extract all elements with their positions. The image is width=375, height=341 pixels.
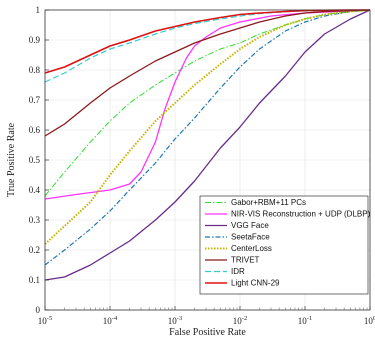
y-tick-label: 1	[36, 5, 41, 15]
legend-label: IDR	[231, 267, 245, 276]
x-tick-label: 100	[364, 315, 375, 326]
legend-label: Gabor+RBM+11 PCs	[231, 198, 306, 207]
series-line-5	[44, 9, 371, 245]
series-lines	[44, 9, 371, 281]
legend-label: CenterLoss	[231, 244, 272, 253]
y-tick-label: 0.6	[29, 125, 41, 135]
y-tick-label: 0.8	[29, 65, 41, 75]
x-tick-label: 10-5	[38, 315, 52, 326]
series-line-8	[44, 9, 370, 74]
y-tick-label: 0.9	[29, 35, 41, 45]
series-line-3	[44, 9, 371, 281]
y-tick-label: 0.5	[29, 155, 41, 165]
x-axis-label: False Positive Rate	[169, 327, 246, 338]
y-tick-label: 0.4	[29, 185, 41, 195]
y-tick-label: 0.2	[29, 245, 40, 255]
x-tick-label: 10-4	[103, 315, 118, 326]
y-tick-label: 0.1	[29, 275, 40, 285]
y-tick-label: 0.3	[29, 215, 41, 225]
series-line-6	[44, 9, 371, 137]
axis-ticks: 10-5 10-4 10-3 10-2 10-1 100 0 0.1 0.2 0.3 0.4 0.5 0…	[29, 5, 375, 326]
x-tick-label: 10-3	[168, 315, 182, 326]
series-line-1	[44, 9, 371, 197]
legend-box	[199, 195, 369, 295]
series-line-2	[44, 9, 371, 200]
legend: Gabor+RBM+11 PCs NIR-VIS Reconstruction +…	[199, 195, 371, 295]
series-line-4	[44, 9, 371, 266]
legend-label: NIR-VIS Reconstruction + UDP (DLBP)	[231, 210, 371, 219]
legend-label: Light CNN-29	[231, 279, 280, 288]
legend-label: TRIVET	[231, 256, 260, 265]
y-tick-label: 0	[36, 305, 41, 315]
x-tick-label: 10-1	[298, 315, 312, 326]
x-tick-label: 10-2	[233, 315, 247, 326]
legend-label: SeetaFace	[231, 233, 270, 242]
y-axis-label: True Positive Rate	[6, 122, 17, 197]
legend-label: VGG Face	[231, 221, 269, 230]
y-tick-label: 0.7	[29, 95, 41, 105]
